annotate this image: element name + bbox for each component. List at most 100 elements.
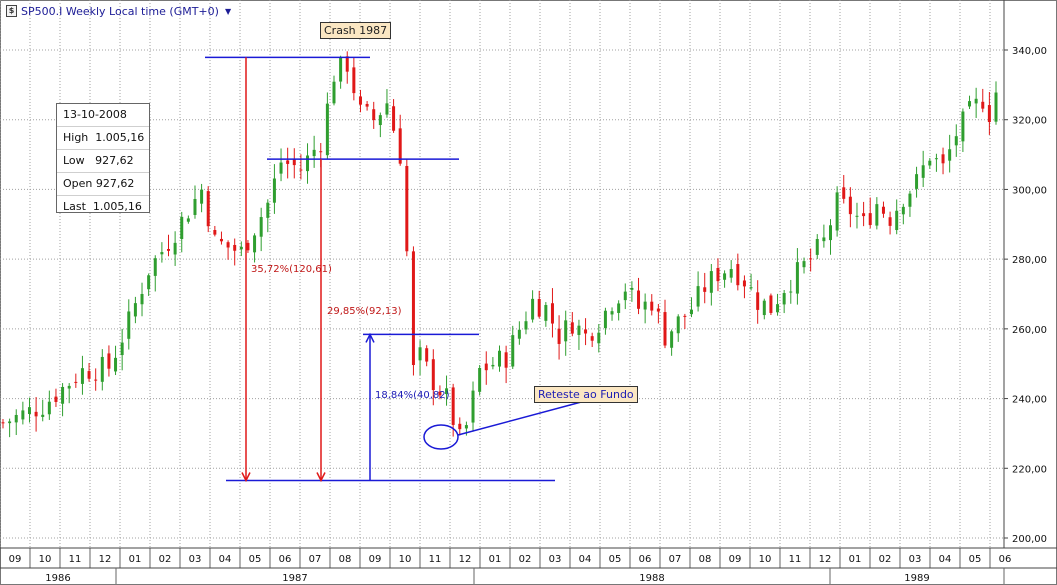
- candle-body: [438, 391, 442, 396]
- candle-body: [723, 273, 727, 280]
- candle-body: [451, 387, 455, 425]
- candle-body: [114, 357, 118, 372]
- month-label: 10: [39, 554, 52, 565]
- candle-body: [703, 287, 707, 292]
- candle-body: [186, 218, 190, 222]
- candle-body: [100, 356, 104, 382]
- candle-body: [8, 421, 12, 424]
- candle-body: [200, 189, 204, 204]
- second-drop-arrow-head: [316, 472, 326, 483]
- candle-body: [802, 261, 806, 268]
- candle-body: [27, 407, 31, 414]
- pct-second-drop-label: 29,85%(92,13): [327, 306, 402, 317]
- candle-body: [968, 101, 972, 107]
- candle-body: [689, 309, 693, 315]
- info-low-value: 927,62: [95, 154, 134, 167]
- candle-body: [173, 242, 177, 255]
- candle-body: [928, 160, 932, 166]
- candle-body: [286, 160, 290, 164]
- candle-body: [498, 350, 501, 367]
- info-high-label: High: [63, 131, 89, 144]
- candle-body: [524, 321, 528, 330]
- candle-body: [550, 303, 554, 324]
- month-label: 04: [219, 554, 232, 565]
- candle-body: [405, 165, 409, 252]
- month-label: 01: [849, 554, 862, 565]
- pct-total-drop-label: 35,72%(120,61): [251, 264, 332, 275]
- candle-body: [683, 315, 687, 317]
- y-tick-label: 200,00: [1012, 534, 1047, 545]
- candle-body: [226, 242, 230, 248]
- candle-body: [206, 191, 210, 227]
- candle-body: [54, 396, 58, 402]
- candle-body: [617, 303, 621, 313]
- candle-body: [491, 364, 495, 367]
- chevron-down-icon[interactable]: ▼: [224, 6, 232, 16]
- month-label: 11: [69, 554, 82, 565]
- candle-body: [736, 264, 740, 286]
- chart-title-bar[interactable]: $ SP500.I Weekly Local time (GMT+0) ▼: [6, 2, 231, 20]
- info-high-value: 1.005,16: [95, 131, 145, 144]
- candle-body: [875, 204, 879, 226]
- month-label: 05: [249, 554, 262, 565]
- candle-body: [756, 292, 760, 310]
- candle-body: [762, 300, 766, 316]
- candle-body: [464, 425, 468, 429]
- candle-body: [948, 149, 952, 161]
- y-tick-label: 280,00: [1012, 255, 1047, 266]
- candle-body: [107, 353, 111, 369]
- info-high-row: High 1.005,16: [57, 127, 149, 150]
- candle-body: [656, 308, 660, 312]
- candle-body: [789, 291, 793, 293]
- candle-body: [219, 238, 223, 242]
- y-tick-label: 240,00: [1012, 395, 1047, 406]
- candlesticks: [1, 51, 998, 438]
- y-tick-label: 320,00: [1012, 116, 1047, 127]
- candle-body: [213, 230, 217, 235]
- candle-body: [941, 154, 945, 164]
- candle-body: [537, 298, 541, 317]
- candle-body: [815, 239, 819, 255]
- month-label: 06: [999, 554, 1012, 565]
- candle-body: [610, 311, 614, 315]
- candle-body: [848, 196, 852, 215]
- info-last-row: Last 1.005,16: [57, 196, 149, 218]
- candle-body: [742, 280, 746, 287]
- candle-body: [954, 136, 958, 146]
- month-label: 08: [699, 554, 712, 565]
- y-tick-label: 220,00: [1012, 464, 1047, 475]
- info-low-label: Low: [63, 154, 85, 167]
- candle-body: [74, 381, 78, 383]
- rebound-arrow-head: [365, 332, 375, 343]
- year-label: 1989: [904, 573, 929, 584]
- info-date: 13-10-2008: [63, 108, 127, 121]
- crash-1987-label[interactable]: Crash 1987: [320, 22, 392, 39]
- month-label: 09: [369, 554, 382, 565]
- candle-body: [47, 401, 51, 415]
- candle-body: [650, 301, 654, 311]
- candle-body: [246, 242, 250, 251]
- candle-body: [319, 151, 323, 153]
- reteste-ao-fundo-label[interactable]: Reteste ao Fundo: [534, 386, 638, 403]
- candle-body: [577, 325, 581, 335]
- candle-body: [233, 244, 237, 251]
- candle-body: [961, 111, 965, 142]
- month-label: 03: [549, 554, 562, 565]
- candle-body: [332, 81, 336, 104]
- month-label: 07: [669, 554, 682, 565]
- candle-body: [782, 293, 786, 305]
- candle-body: [570, 322, 574, 334]
- candle-body: [670, 331, 674, 348]
- candle-body: [41, 414, 45, 417]
- candle-body: [193, 198, 197, 215]
- candle-body: [385, 103, 389, 115]
- candle-body: [749, 287, 753, 289]
- candle-body: [365, 103, 369, 107]
- candle-body: [153, 258, 157, 276]
- candle-body: [517, 329, 521, 339]
- candle-body: [981, 101, 985, 109]
- candle-body: [445, 388, 449, 395]
- month-label: 05: [609, 554, 622, 565]
